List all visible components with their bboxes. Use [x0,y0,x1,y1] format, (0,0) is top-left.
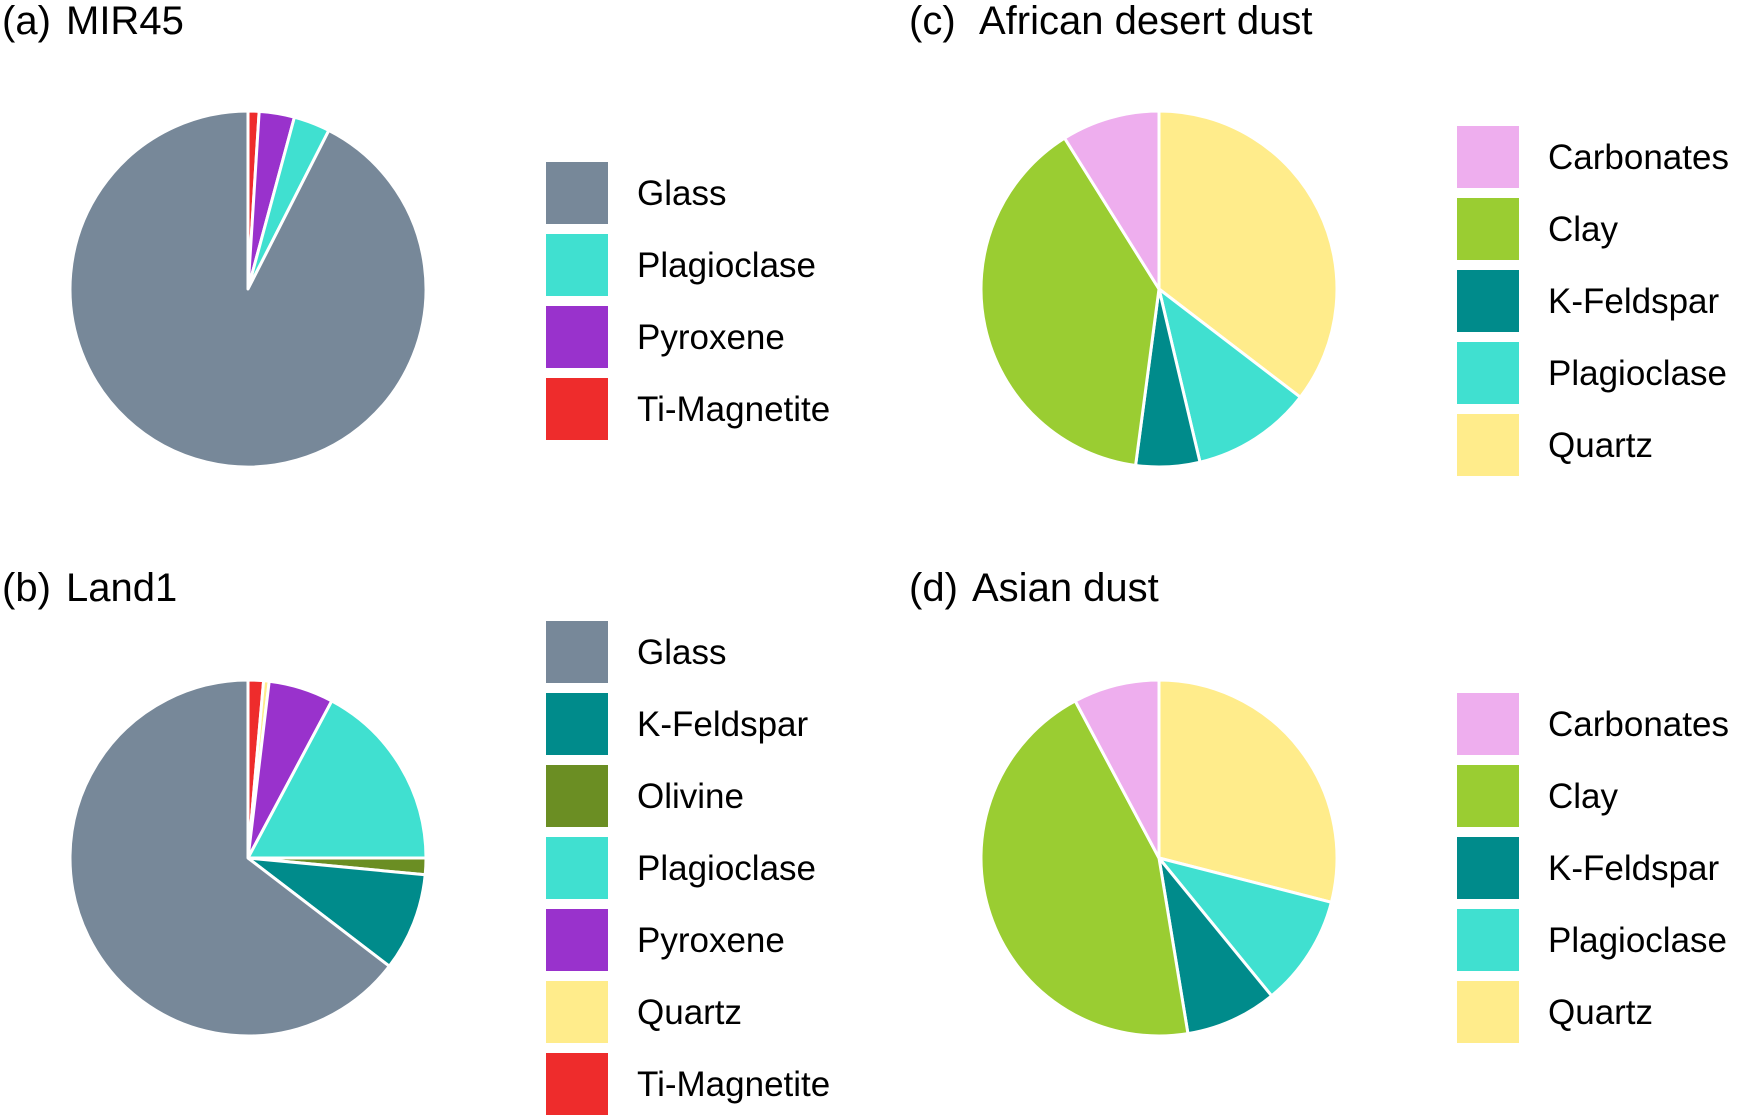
legend-label: Plagioclase [1548,921,1727,960]
legend-label: Glass [637,174,726,213]
legend-label: Pyroxene [637,921,785,960]
legend-item-k-feldspar: K-Feldspar [1457,837,1720,899]
legend-label: Quartz [637,993,742,1032]
legend-item-pyroxene: Pyroxene [546,909,785,971]
legend-item-olivine: Olivine [546,765,744,827]
legend-item-carbonates: Carbonates [1457,126,1729,188]
legend-item-ti-magnetite: Ti-Magnetite [546,378,830,440]
legend-item-k-feldspar: K-Feldspar [1457,270,1720,332]
pie-slice-clay [979,699,1190,1038]
legend-swatch [1457,693,1519,755]
pie-slice-k-feldspar [1157,856,1274,1036]
panel-letter: (a) [2,0,51,43]
legend-swatch [546,837,608,899]
legend-label: Plagioclase [1548,354,1727,393]
panel-title: MIR45 [66,0,184,43]
legend-item-ti-magnetite: Ti-Magnetite [546,1053,830,1115]
legend-item-plagioclase: Plagioclase [546,234,816,296]
legend-swatch [1457,837,1519,899]
panel-title: Land1 [66,566,177,610]
pie-slice-quartz [1157,678,1339,904]
pie-slice-plagioclase [1157,856,1333,998]
legend-swatch [546,765,608,827]
legend-swatch [1457,270,1519,332]
panel-title: African desert dust [979,0,1313,43]
pie-slice-plagioclase [1157,287,1302,464]
pie-slice-k-feldspar [246,856,427,968]
legend-item-clay: Clay [1457,198,1619,260]
pie-chart [979,109,1339,469]
legend-label: Ti-Magnetite [637,390,830,429]
pie-slice-quartz [1157,109,1339,399]
legend-item-plagioclase: Plagioclase [1457,342,1727,404]
legend-label: Pyroxene [637,318,785,357]
legend-swatch [1457,126,1519,188]
pie-chart [979,678,1339,1038]
legend-label: Quartz [1548,993,1653,1032]
panel-letter: (d) [909,566,958,610]
legend-label: Ti-Magnetite [637,1065,830,1104]
panel-a: (a) MIR45 Glass Plagioclase Pyroxene Ti-Mag… [2,0,830,469]
legend-item-plagioclase: Plagioclase [546,837,816,899]
pie-slice-plagioclase [246,699,428,860]
pie-slice-glass [68,109,428,469]
legend: Glass K-Feldspar Olivine Plagioclase Pyroxen… [546,621,830,1115]
legend-item-glass: Glass [546,621,726,683]
legend-label: Carbonates [1548,138,1729,177]
legend-label: Quartz [1548,426,1653,465]
legend: Carbonates Clay K-Feldspar Plagioclase Quart… [1457,126,1729,476]
legend-label: Plagioclase [637,246,816,285]
legend-label: Plagioclase [637,849,816,888]
legend-swatch [546,378,608,440]
legend: Glass Plagioclase Pyroxene Ti-Magnetite [546,162,830,440]
legend-label: K-Feldspar [637,705,809,744]
pie-chart [68,109,428,469]
legend-item-quartz: Quartz [1457,414,1653,476]
legend-swatch [546,1053,608,1115]
pie-slice-carbonates [1063,109,1161,291]
legend-swatch [546,693,608,755]
legend-label: K-Feldspar [1548,849,1720,888]
legend: Carbonates Clay K-Feldspar Plagioclase Quart… [1457,693,1729,1043]
legend-label: Clay [1548,210,1619,249]
legend-item-pyroxene: Pyroxene [546,306,785,368]
legend-item-clay: Clay [1457,765,1619,827]
legend-swatch [546,306,608,368]
legend-item-quartz: Quartz [546,981,742,1043]
legend-swatch [546,621,608,683]
pie-slice-carbonates [1073,678,1161,860]
panel-letter: (c) [909,0,956,43]
panel-d: (d) Asian dust Carbonates Clay K-Feldspar P… [909,566,1729,1043]
legend-item-quartz: Quartz [1457,981,1653,1043]
legend-swatch [1457,414,1519,476]
panel-title: Asian dust [972,566,1159,610]
pie-chart [68,678,428,1038]
panel-letter: (b) [2,566,51,610]
legend-swatch [546,909,608,971]
legend-swatch [546,981,608,1043]
legend-swatch [546,162,608,224]
legend-label: K-Feldspar [1548,282,1720,321]
legend-label: Carbonates [1548,705,1729,744]
panel-c: (c) African desert dust Carbonates Clay K-… [909,0,1729,476]
legend-swatch [1457,909,1519,971]
legend-item-k-feldspar: K-Feldspar [546,693,809,755]
legend-swatch [546,234,608,296]
legend-item-glass: Glass [546,162,726,224]
legend-swatch [1457,765,1519,827]
panel-b: (b) Land1 Glass K-Feldspar Olivine Plagiocl… [2,566,830,1115]
pie-slice-glass [68,678,391,1038]
legend-label: Glass [637,633,726,672]
legend-label: Clay [1548,777,1619,816]
legend-item-plagioclase: Plagioclase [1457,909,1727,971]
legend-swatch [1457,198,1519,260]
legend-swatch [1457,981,1519,1043]
legend-label: Olivine [637,777,744,816]
legend-item-carbonates: Carbonates [1457,693,1729,755]
legend-swatch [1457,342,1519,404]
